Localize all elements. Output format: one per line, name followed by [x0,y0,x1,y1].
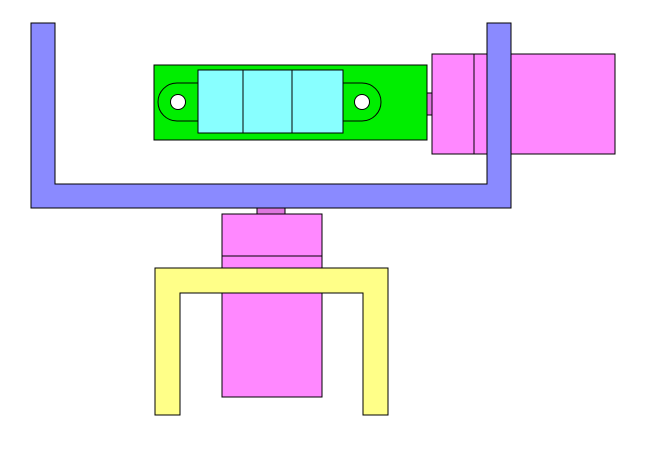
lower-u-bracket [154,267,389,416]
left-mount-hole [170,94,186,110]
tilt-servo-body [431,53,616,155]
sensor-body [197,69,344,134]
right-mount-hole [354,94,370,110]
pan-servo-horn [256,207,286,215]
pan-servo-lower-body [221,292,323,398]
tilt-servo [425,53,616,155]
upper-u-bracket [30,22,512,209]
distance-sensor-module [153,64,428,141]
